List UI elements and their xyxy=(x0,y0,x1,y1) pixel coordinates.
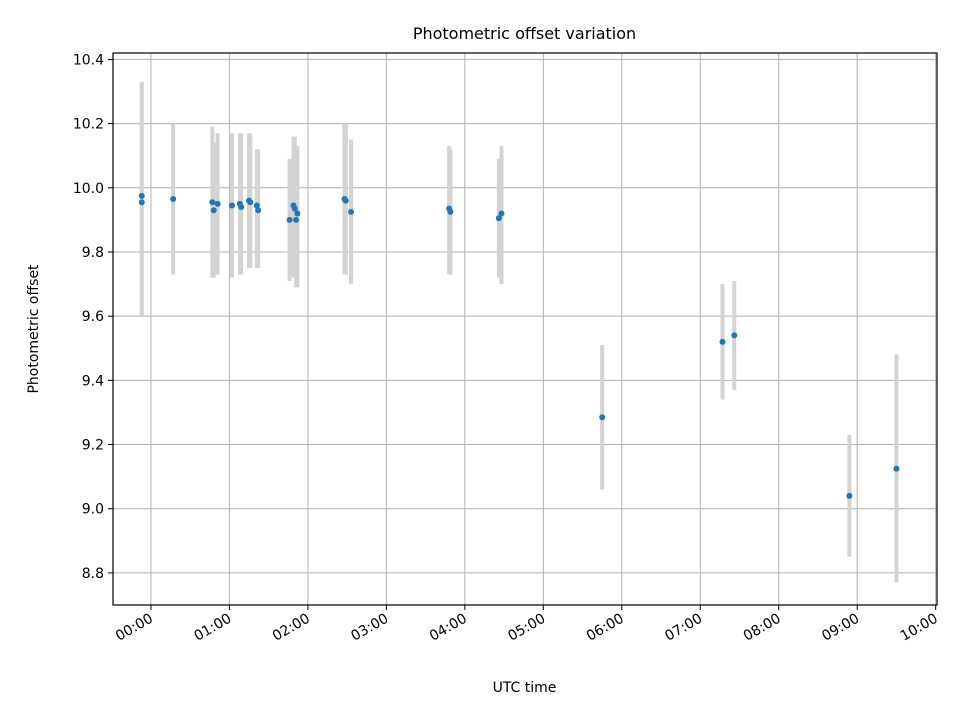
data-point xyxy=(229,202,236,209)
data-point xyxy=(209,199,216,206)
data-point xyxy=(846,492,853,499)
data-point xyxy=(294,210,301,217)
data-point xyxy=(291,205,298,212)
data-point xyxy=(348,208,355,215)
y-tick-label: 8.8 xyxy=(82,566,104,582)
y-tick-label: 9.2 xyxy=(82,438,104,454)
data-point xyxy=(247,199,254,206)
data-point xyxy=(210,207,217,214)
data-point xyxy=(293,216,300,223)
data-points xyxy=(138,192,900,499)
plot-frame xyxy=(112,52,938,606)
data-point xyxy=(238,204,245,211)
data-point xyxy=(170,196,177,203)
data-point xyxy=(599,414,606,421)
y-axis-ticks: 8.8 9.0 9.2 9.4 9.6 9.8 10.0 10.2 10.4 xyxy=(73,52,113,582)
data-point xyxy=(731,332,738,339)
data-point xyxy=(253,202,260,209)
data-point xyxy=(138,199,145,206)
data-point xyxy=(893,465,900,472)
y-tick-label: 9.8 xyxy=(82,245,104,261)
y-tick-label: 10.2 xyxy=(73,117,104,133)
x-axis-label: UTC time xyxy=(493,680,557,696)
grid-lines xyxy=(113,53,937,605)
data-point xyxy=(255,207,262,214)
data-point xyxy=(719,338,726,345)
y-tick-label: 9.6 xyxy=(82,309,104,325)
data-point xyxy=(495,215,502,222)
data-point xyxy=(342,197,349,204)
data-point xyxy=(447,208,454,215)
y-tick-label: 9.4 xyxy=(82,373,104,389)
data-point xyxy=(286,216,293,223)
data-point xyxy=(138,192,145,199)
y-tick-label: 9.0 xyxy=(82,502,104,518)
y-tick-label: 10.0 xyxy=(73,181,104,197)
data-point xyxy=(498,210,505,217)
data-point xyxy=(214,200,221,207)
chart-title: Photometric offset variation xyxy=(413,24,636,43)
y-tick-label: 10.4 xyxy=(73,52,104,68)
y-axis-label: Photometric offset xyxy=(26,264,42,394)
